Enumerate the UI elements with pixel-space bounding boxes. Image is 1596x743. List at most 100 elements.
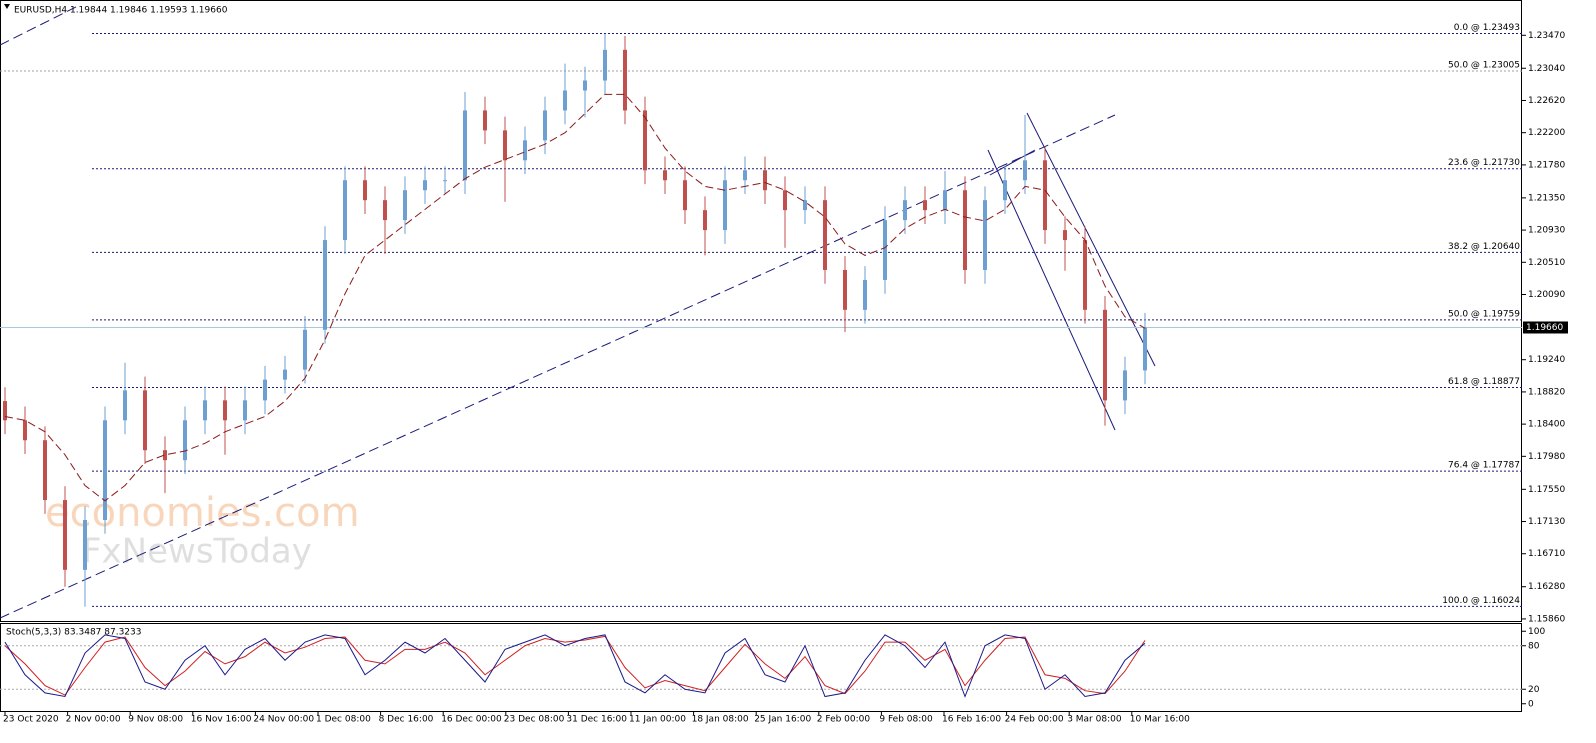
candle-body: [343, 180, 347, 241]
candle-body: [763, 170, 767, 191]
candle-body: [1043, 160, 1047, 231]
candle-body: [1023, 160, 1027, 181]
candle-body: [163, 450, 167, 461]
fib-label: 50.0 @ 1.19759: [1448, 309, 1520, 319]
candle-body: [643, 110, 647, 171]
candle-body: [483, 110, 487, 131]
candle-body: [943, 190, 947, 211]
candle-body: [823, 200, 827, 270]
candle-body: [543, 110, 547, 141]
y-tick-label: 1.23470: [1528, 31, 1565, 41]
candle-body: [183, 420, 187, 461]
y-tick-label: 1.17130: [1528, 517, 1565, 527]
candle-body: [223, 400, 227, 421]
candle-body: [3, 401, 7, 421]
candle-body: [723, 180, 727, 231]
x-tick-label: 23 Dec 08:00: [504, 715, 565, 725]
candle-body: [1103, 309, 1107, 401]
y-tick-label: 1.16280: [1528, 582, 1565, 592]
y-tick-label: 1.17980: [1528, 452, 1565, 462]
candle-body: [603, 49, 607, 81]
candle-body: [883, 220, 887, 280]
x-tick-label: 16 Nov 16:00: [191, 715, 252, 725]
candle-body: [963, 190, 967, 270]
candle-body: [503, 130, 507, 161]
stoch-tick-label: 20: [1528, 685, 1540, 695]
candle-body: [923, 200, 927, 211]
fib-label: 38.2 @ 1.20640: [1448, 242, 1520, 252]
moving-average: [4, 93, 1146, 502]
y-tick-label: 1.19240: [1528, 355, 1565, 365]
candle-body: [23, 420, 27, 441]
candle-body: [123, 390, 127, 421]
candle-body: [103, 420, 107, 520]
candle-body: [623, 49, 627, 111]
candle-body: [803, 200, 807, 211]
y-tick-label: 1.18820: [1528, 387, 1565, 397]
x-tick-label: 31 Dec 16:00: [566, 715, 627, 725]
candle-body: [863, 279, 867, 310]
chart-title: EURUSD,H4 1.19844 1.19846 1.19593 1.1966…: [14, 6, 228, 16]
stoch-tick-label: 100: [1528, 627, 1545, 637]
candle-body: [283, 369, 287, 380]
main-panel-frame: [0, 0, 1522, 622]
candle-body: [523, 140, 527, 161]
candle-body: [43, 440, 47, 501]
y-tick-label: 1.21780: [1528, 160, 1565, 170]
watermark: economies.com: [45, 490, 360, 536]
candle-body: [263, 379, 267, 401]
candle-body: [683, 180, 687, 211]
fib-label: 23.6 @ 1.21730: [1448, 158, 1520, 168]
candle-body: [1003, 180, 1007, 201]
candle-body: [403, 190, 407, 221]
x-tick-label: 16 Feb 16:00: [942, 715, 1001, 725]
y-tick-label: 1.20930: [1528, 226, 1565, 236]
candle-body: [83, 519, 87, 570]
fib-label: 76.4 @ 1.17787: [1448, 461, 1520, 471]
candle-body: [423, 180, 427, 191]
candle-body: [363, 180, 367, 201]
current-price-box: [1523, 321, 1568, 334]
x-tick-label: 18 Jan 08:00: [692, 715, 749, 725]
x-tick-label: 16 Dec 00:00: [441, 715, 502, 725]
channel-line: [989, 149, 1036, 176]
watermark: FxNewsToday: [82, 532, 312, 572]
y-tick-label: 1.22620: [1528, 96, 1565, 106]
candle-body: [983, 200, 987, 270]
x-tick-label: 8 Dec 16:00: [379, 715, 434, 725]
candle-body: [303, 329, 307, 370]
fib-label: 100.0 @ 1.16024: [1442, 596, 1520, 606]
channel-line: [1026, 112, 1156, 367]
stoch-title: Stoch(5,3,3) 83.3487 87.3233: [6, 628, 141, 638]
candle-body: [203, 400, 207, 421]
y-tick-label: 1.16710: [1528, 549, 1565, 559]
y-tick-label: 1.17550: [1528, 485, 1565, 495]
channel-line: [987, 149, 1116, 431]
candle-body: [323, 240, 327, 330]
x-tick-label: 1 Dec 08:00: [316, 715, 371, 725]
y-tick-label: 1.20510: [1528, 258, 1565, 268]
candle-body: [583, 80, 587, 91]
menu-arrow: [4, 4, 10, 9]
x-tick-label: 25 Jan 16:00: [754, 715, 811, 725]
x-tick-label: 23 Oct 2020: [3, 715, 59, 725]
stoch-tick-label: 0: [1528, 699, 1534, 709]
candle-body: [63, 500, 67, 570]
candle-body: [1063, 230, 1067, 241]
candle-body: [1083, 240, 1087, 310]
fib-label: 0.0 @ 1.23493: [1454, 23, 1520, 33]
fib-label: 61.8 @ 1.18877: [1448, 377, 1520, 387]
x-tick-label: 2 Feb 00:00: [817, 715, 871, 725]
candle-body: [143, 390, 147, 451]
x-tick-label: 9 Nov 08:00: [128, 715, 183, 725]
current-price-label: 1.19660: [1526, 323, 1563, 333]
candle-body: [1143, 327, 1147, 371]
candle-body: [1123, 370, 1127, 401]
stoch-line: [4, 634, 1146, 698]
y-tick-label: 1.15860: [1528, 614, 1565, 624]
stoch-panel-frame: [0, 623, 1522, 712]
x-tick-label: 9 Feb 08:00: [879, 715, 933, 725]
stoch-line: [4, 635, 1146, 696]
candle-body: [243, 400, 247, 421]
